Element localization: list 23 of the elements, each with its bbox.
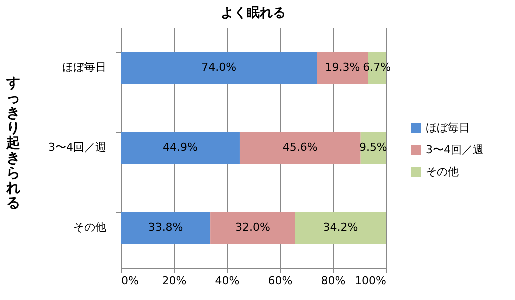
x-tick-label: 0% — [122, 274, 139, 288]
x-tick-label: 80% — [321, 274, 346, 288]
legend-label: ほぼ毎日 — [426, 122, 470, 134]
data-label: 45.6% — [282, 141, 318, 154]
y-tick-label: ほぼ毎日 — [62, 61, 106, 74]
data-label: 19.3% — [325, 61, 360, 74]
x-tick-label: 100% — [355, 274, 386, 288]
x-tick-label: 20% — [162, 274, 187, 288]
legend-label: その他 — [426, 166, 459, 178]
data-label: 32.0% — [235, 221, 270, 234]
data-label: 34.2% — [323, 221, 358, 234]
data-label: 9.5% — [359, 141, 388, 154]
data-label: 33.8% — [148, 221, 184, 234]
text: すっきり起きられる — [6, 76, 20, 212]
x-tick-label: 60% — [268, 274, 293, 288]
data-label: 44.9% — [163, 141, 198, 154]
y-tick-label: 3〜4回／週 — [48, 141, 106, 154]
data-label: 74.0% — [202, 61, 237, 74]
x-tick-label: 40% — [215, 274, 240, 288]
legend-label: 3〜4回／週 — [426, 144, 484, 156]
chart-title: よく眠れる — [221, 6, 286, 21]
y-tick-label: その他 — [74, 221, 106, 234]
data-label: 6.7% — [363, 61, 392, 74]
